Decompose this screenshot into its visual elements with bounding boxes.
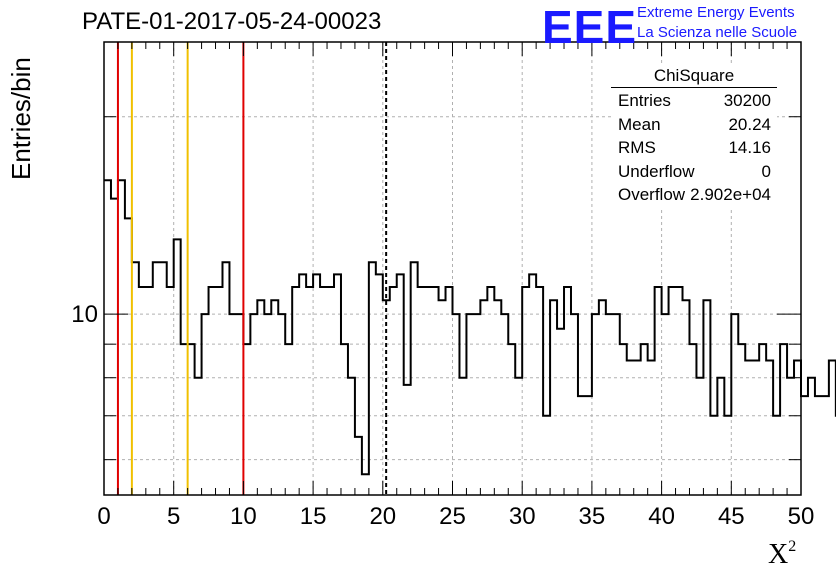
stats-row-overflow: Overflow 2.902e+04 [611, 183, 777, 207]
logo-line-1: Extreme Energy Events [637, 4, 795, 21]
x-tick-label: 5 [167, 503, 180, 530]
x-axis-label: X2 [768, 538, 797, 570]
stats-value: 2.902e+04 [690, 185, 771, 204]
stats-key: Underflow [618, 161, 695, 181]
x-tick-label: 30 [509, 503, 536, 530]
stats-box-bg [611, 66, 777, 208]
x-tick-label: 45 [718, 503, 745, 530]
x-tick-label: 10 [230, 503, 257, 530]
stats-key: Overflow [618, 185, 686, 204]
x-tick-label: 15 [300, 503, 327, 530]
stats-key: Mean [618, 114, 661, 134]
stats-title: ChiSquare [611, 66, 777, 88]
stats-row-mean: Mean 20.24 [611, 113, 777, 137]
stats-value: 0 [761, 161, 771, 181]
stats-value: 30200 [723, 91, 771, 110]
stats-row-entries: Entries 30200 [611, 89, 777, 113]
stats-value: 20.24 [728, 114, 771, 134]
stats-row-underflow: Underflow 0 [611, 160, 777, 184]
x-tick-label: 20 [369, 503, 396, 530]
y-tick-label: 10 [71, 301, 98, 328]
x-tick-label: 40 [648, 503, 675, 530]
x-tick-label: 35 [579, 503, 606, 530]
y-axis-label: Entries/bin [6, 57, 36, 180]
eee-logo: EEE [542, 1, 638, 53]
histogram-series [104, 179, 836, 476]
x-tick-label: 0 [97, 503, 110, 530]
stats-key: Entries [618, 91, 671, 110]
x-tick-label: 50 [788, 503, 815, 530]
logo-line-2: La Scienza nelle Scuole [637, 24, 798, 41]
chart-title: PATE-01-2017-05-24-00023 [82, 8, 382, 35]
x-tick-label: 25 [439, 503, 466, 530]
stats-row-rms: RMS 14.16 [611, 136, 777, 160]
stats-value: 14.16 [728, 138, 771, 157]
stats-box: ChiSquare Entries 30200 Mean 20.24 RMS 1… [611, 66, 777, 207]
stats-key: RMS [618, 138, 656, 157]
